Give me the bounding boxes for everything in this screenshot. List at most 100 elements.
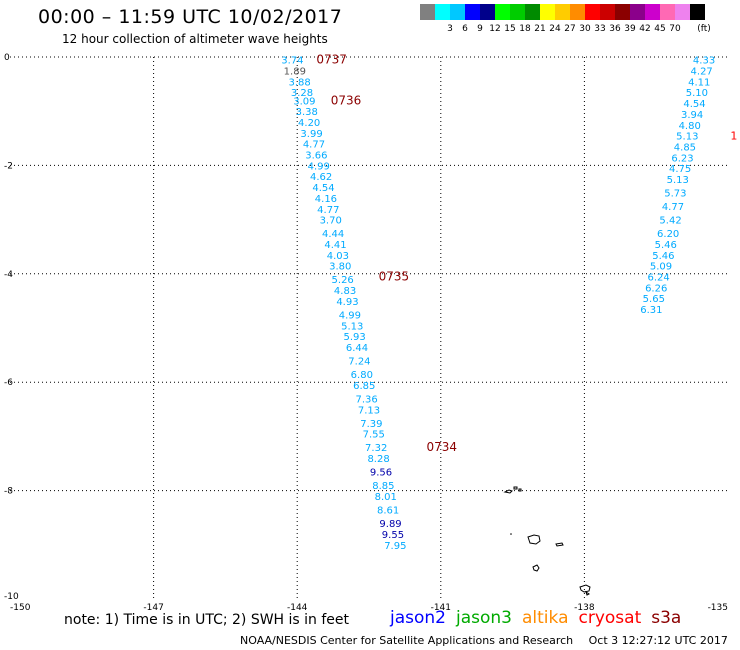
scale-swatch (585, 4, 600, 20)
island-outline (518, 488, 522, 492)
scale-label: 21 (534, 24, 546, 34)
scale-label: 6 (462, 24, 468, 34)
swh-point-label: 4.54 (312, 183, 334, 194)
swh-point-label: 4.33 (693, 56, 715, 67)
swh-point-label: 4.41 (324, 240, 346, 251)
y-tick-label: -8 (4, 487, 13, 497)
swh-point-label: 7.24 (348, 357, 370, 368)
swh-point-label: 5.09 (650, 262, 672, 273)
y-tick-label: -6 (4, 378, 13, 388)
swh-point-label: 3.94 (681, 110, 703, 121)
scale-label: 3 (447, 24, 453, 34)
swh-point-label: 4.54 (683, 99, 705, 110)
swh-point-label: 7.32 (365, 443, 387, 454)
swh-point-label: 6.80 (351, 370, 373, 381)
swh-point-label: 9.89 (379, 519, 401, 530)
swh-point-label: 5.13 (667, 175, 689, 186)
chart-title: 00:00 – 11:59 UTC 10/02/2017 (38, 6, 343, 28)
y-tick-label: -4 (4, 270, 13, 280)
time-label: 0734 (426, 440, 457, 454)
scale-swatch (600, 4, 615, 20)
swh-point-label: 5.42 (659, 216, 681, 227)
swh-point-label: 6.31 (640, 305, 662, 316)
swh-point-label: 4.75 (669, 164, 691, 175)
swh-point-label: 7.39 (360, 419, 382, 430)
swh-point-label: 3.99 (300, 129, 322, 140)
swh-point-label: 6.44 (346, 343, 368, 354)
scale-swatch (540, 4, 555, 20)
swh-point-label: 5.10 (686, 88, 708, 99)
swh-point-label: 4.20 (298, 118, 320, 129)
swh-point-label: 6.26 (645, 283, 667, 294)
x-tick-label: -138 (574, 603, 595, 613)
swh-point-label: 5.46 (655, 240, 677, 251)
scale-swatch (555, 4, 570, 20)
swh-point-label: 3.09 (293, 96, 315, 107)
scale-label: 39 (624, 24, 636, 34)
satellite-legend: jason2 jason3 altika cryosat s3a (390, 608, 691, 628)
scale-label: 9 (477, 24, 483, 34)
x-tick-label: -141 (431, 603, 451, 613)
legend-jason2: jason2 (390, 608, 446, 628)
scale-swatch (630, 4, 645, 20)
swh-point-label: 9.56 (370, 468, 392, 479)
x-tick-label: -144 (287, 603, 308, 613)
swh-point-label: 1.89 (284, 67, 306, 78)
swh-point-label: 5.73 (664, 189, 686, 200)
swh-point-label: 8.28 (367, 454, 389, 465)
swh-point-label: 3.28 (291, 88, 313, 99)
time-label: 0736 (331, 93, 362, 107)
scale-label: 36 (609, 24, 621, 34)
swh-point-label: 9.55 (382, 530, 404, 541)
scale-swatch (480, 4, 495, 20)
swh-point-label: 4.99 (339, 310, 361, 321)
legend-s3a: s3a (651, 608, 682, 628)
swh-point-label: 4.77 (662, 202, 684, 213)
swh-point-label: 8.61 (377, 506, 399, 517)
swh-point-label: 5.13 (676, 132, 698, 143)
scale-label: 18 (519, 24, 531, 34)
scale-swatch (435, 4, 450, 20)
island-outline (527, 534, 541, 545)
swh-point-label: 4.93 (336, 297, 358, 308)
scale-label: 33 (594, 24, 606, 34)
scale-label: 12 (489, 24, 501, 34)
swh-point-label: 4.77 (317, 205, 339, 216)
swh-point-label: 8.85 (372, 481, 394, 492)
swh-point-label: 3.66 (305, 151, 327, 162)
x-tick-label: -147 (143, 603, 163, 613)
island-outline (513, 486, 518, 490)
scale-unit: (ft) (697, 24, 711, 34)
swh-point-label: 3.38 (296, 107, 318, 118)
legend-cryosat: cryosat (578, 608, 642, 628)
swh-point-label: 7.13 (358, 405, 380, 416)
note-text: note: 1) Time is in UTC; 2) SWH is in fe… (64, 612, 350, 628)
island-outline (503, 489, 513, 494)
scale-label: 24 (549, 24, 561, 34)
swh-point-label: 8.01 (375, 492, 397, 503)
swh-point-label: 4.85 (674, 142, 696, 153)
swh-point-label: 6.20 (657, 229, 679, 240)
scale-label: 42 (639, 24, 651, 34)
footer-timestamp: Oct 3 12:27:12 UTC 2017 (588, 634, 728, 647)
swh-point-label: 5.26 (332, 275, 354, 286)
x-tick-label: -135 (708, 603, 728, 613)
edge-label: 1 (730, 130, 737, 143)
swh-point-label: 4.80 (679, 121, 701, 132)
scale-swatch (645, 4, 660, 20)
swh-point-label: 4.99 (308, 161, 330, 172)
footer: NOAA/NESDIS Center for Satellite Applica… (240, 634, 740, 647)
swh-point-label: 7.36 (355, 394, 377, 405)
scale-swatch (510, 4, 525, 20)
island-outline (532, 564, 540, 572)
swh-point-label: 5.65 (643, 294, 665, 305)
y-tick-label: -10 (4, 592, 19, 602)
footer-credit: NOAA/NESDIS Center for Satellite Applica… (240, 634, 574, 647)
scale-swatch (570, 4, 585, 20)
chart-subtitle: 12 hour collection of altimeter wave hei… (62, 32, 328, 46)
swh-point-label: 4.83 (334, 286, 356, 297)
swh-point-label: 5.93 (344, 332, 366, 343)
swh-point-label: 4.44 (322, 229, 344, 240)
scale-swatch (660, 4, 675, 20)
scale-swatch (465, 4, 480, 20)
